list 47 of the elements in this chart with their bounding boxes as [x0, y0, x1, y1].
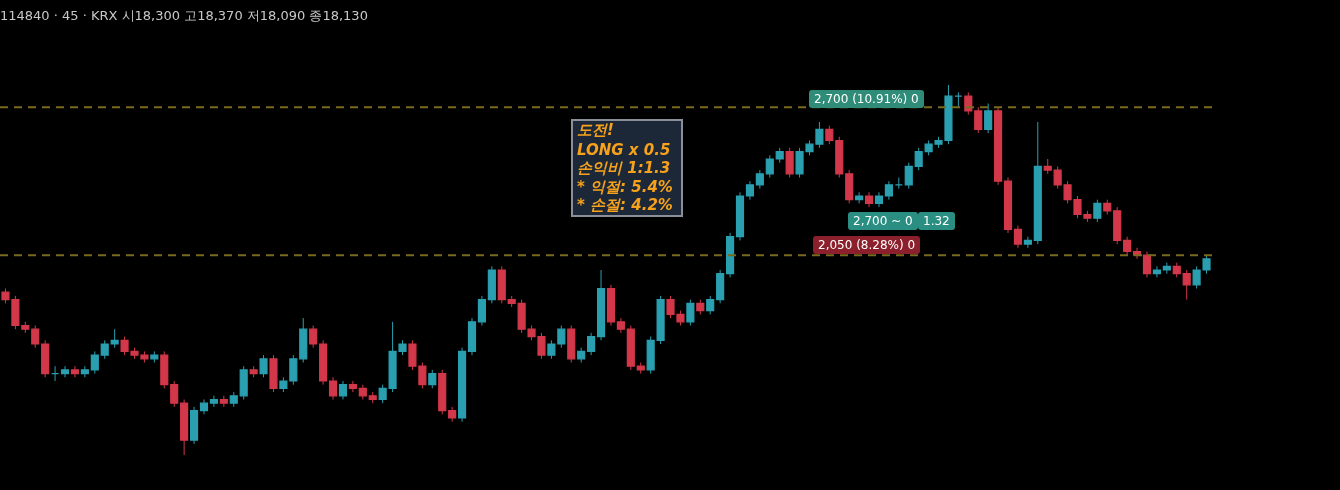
- candlestick: [745, 180, 755, 201]
- candlestick: [1023, 236, 1032, 249]
- candlestick: [309, 325, 318, 349]
- candlestick: [100, 339, 109, 360]
- candlestick: [209, 395, 218, 408]
- candlestick: [1123, 236, 1132, 256]
- annotation: 도전!: [577, 121, 614, 139]
- candlestick: [904, 162, 913, 190]
- candlestick: [984, 103, 993, 134]
- candlestick: [884, 180, 893, 201]
- candlestick: [706, 295, 715, 315]
- candlestick: [825, 125, 834, 145]
- candlestick: [587, 332, 596, 356]
- annotation: 1.32: [918, 212, 955, 230]
- candlestick: [974, 106, 983, 134]
- candlestick: [259, 354, 268, 378]
- candlestick: [1182, 269, 1191, 301]
- candlestick: [328, 376, 338, 400]
- candlestick: [70, 365, 80, 378]
- annotation: 2,700 (10.91%) 0: [809, 90, 924, 108]
- annotation: 2,700 ~ 0: [848, 212, 918, 230]
- candlestick: [348, 380, 357, 393]
- candlestick: [477, 295, 486, 326]
- candlestick: [428, 369, 437, 389]
- candlestick: [90, 350, 99, 375]
- candlestick: [755, 169, 764, 190]
- annotation: 손익비 1:1.3: [577, 159, 671, 177]
- candlestick: [1013, 225, 1023, 249]
- candlestick: [110, 328, 119, 349]
- candlestick: [1093, 199, 1102, 223]
- candlestick: [1142, 251, 1152, 278]
- annotation: LONG x 0.5: [577, 141, 671, 159]
- candlestick: [1152, 265, 1161, 278]
- candlestick: [338, 380, 348, 400]
- candlestick: [31, 325, 40, 349]
- chart-title: 114840 · 45 · KRX 시18,300 고18,370 저18,090 종18,130: [0, 7, 368, 23]
- candlestick: [785, 147, 794, 178]
- annotation: 2,050 (8.28%) 0: [813, 236, 921, 254]
- candlestick: [80, 365, 89, 378]
- candlestick: [60, 365, 70, 378]
- annotation: * 손절: 4.2%: [577, 196, 673, 214]
- candlestick: [765, 154, 774, 178]
- candlestick: [686, 299, 695, 326]
- annotation: * 익절: 5.4%: [577, 178, 673, 196]
- candlestick: [199, 399, 209, 415]
- candlestick: [170, 380, 179, 408]
- candlestick: [855, 191, 864, 204]
